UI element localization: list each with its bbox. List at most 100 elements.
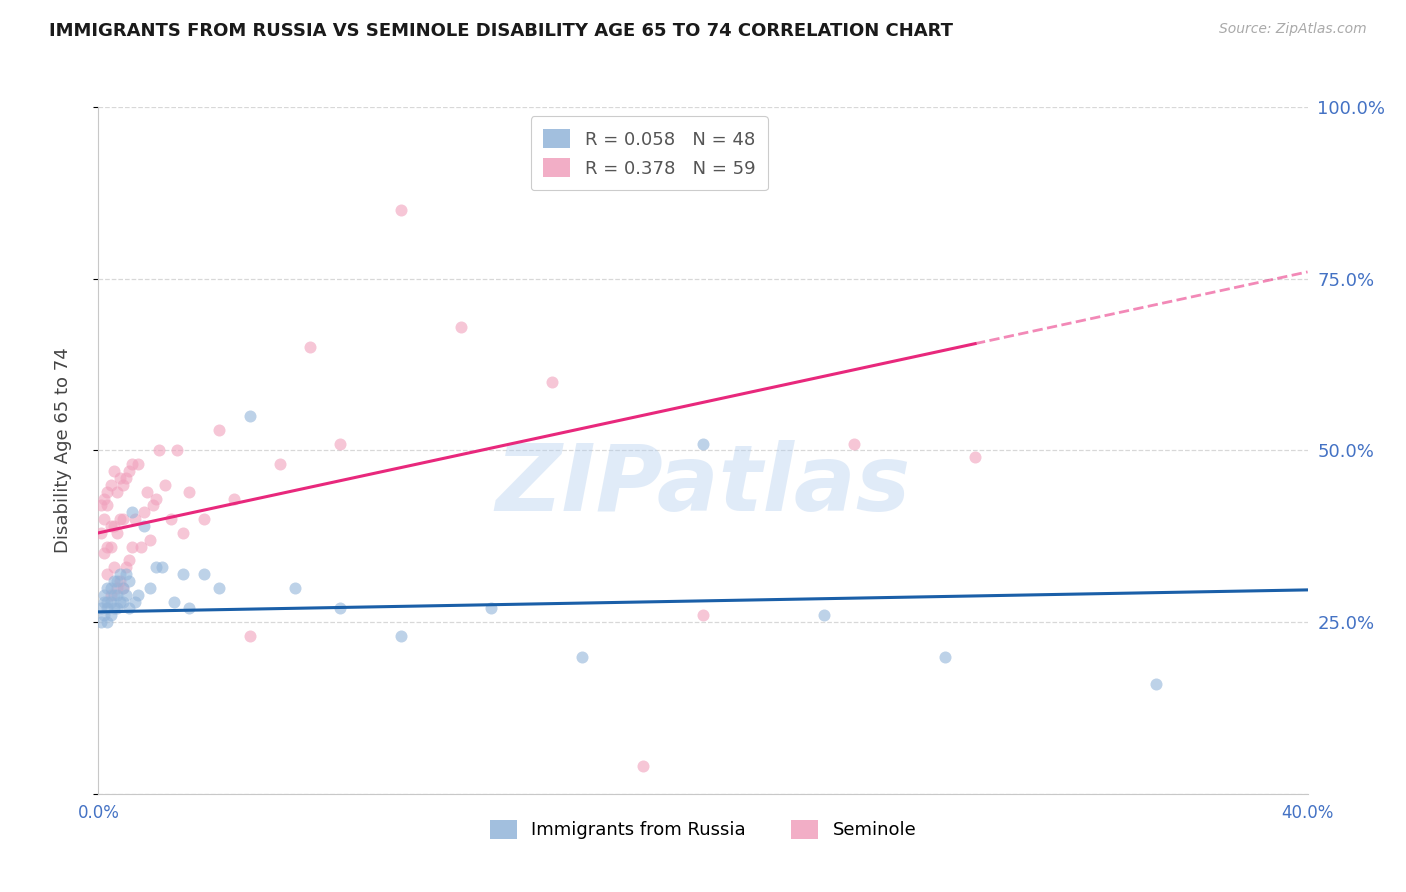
Point (540, 375, 562, 389)
Point (111, 594, 134, 608)
Point (118, 574, 141, 588)
Point (96, 540, 118, 554)
Point (239, 409, 262, 423)
Point (118, 464, 141, 478)
Point (96, 581, 118, 595)
Point (100, 519, 122, 533)
Point (93, 491, 115, 506)
Point (329, 436, 352, 450)
Point (150, 560, 173, 574)
Point (172, 525, 194, 540)
Point (145, 560, 167, 574)
Point (132, 505, 155, 519)
Point (121, 457, 143, 471)
Point (692, 436, 714, 450)
Point (103, 574, 125, 588)
Point (96, 594, 118, 608)
Point (90, 601, 112, 615)
Point (145, 491, 167, 506)
Point (208, 581, 231, 595)
Point (160, 512, 183, 526)
Point (108, 594, 131, 608)
Point (108, 512, 131, 526)
Point (193, 512, 215, 526)
Point (100, 608, 122, 623)
Point (100, 594, 122, 608)
Point (148, 443, 170, 458)
Point (121, 540, 143, 554)
Point (153, 478, 176, 492)
Point (132, 519, 155, 533)
Point (965, 450, 987, 465)
Point (105, 588, 128, 602)
Point (193, 567, 215, 582)
Point (111, 478, 134, 492)
Point (103, 519, 125, 533)
Point (127, 457, 149, 471)
Point (90, 499, 112, 513)
Point (269, 457, 291, 471)
Point (96, 567, 118, 582)
Point (114, 588, 136, 602)
Point (127, 588, 149, 602)
Point (103, 560, 125, 574)
Point (118, 601, 141, 615)
Point (172, 567, 194, 582)
Point (105, 574, 128, 588)
Point (100, 581, 122, 595)
Point (111, 512, 134, 526)
Point (111, 581, 134, 595)
Point (239, 629, 262, 643)
Point (631, 759, 654, 773)
Point (114, 471, 136, 485)
Point (166, 443, 188, 458)
Point (93, 588, 115, 602)
Point (142, 499, 165, 513)
Point (481, 601, 503, 615)
Point (389, 203, 412, 218)
Y-axis label: Disability Age 65 to 74: Disability Age 65 to 74 (53, 348, 72, 553)
Point (208, 423, 231, 437)
Point (103, 464, 125, 478)
Point (105, 601, 128, 615)
Point (114, 567, 136, 582)
Point (108, 574, 131, 588)
Point (100, 540, 122, 554)
Point (96, 499, 118, 513)
Point (93, 546, 115, 561)
Point (135, 484, 157, 499)
Point (90, 615, 112, 630)
Point (93, 594, 115, 608)
Point (108, 471, 131, 485)
Point (329, 601, 352, 615)
Point (103, 601, 125, 615)
Point (96, 484, 118, 499)
Point (844, 436, 866, 450)
Point (121, 505, 143, 519)
Legend: Immigrants from Russia, Seminole: Immigrants from Russia, Seminole (482, 813, 924, 847)
Point (108, 567, 131, 582)
Point (93, 608, 115, 623)
Point (100, 478, 122, 492)
Point (450, 319, 472, 334)
Point (103, 588, 125, 602)
Point (934, 649, 956, 664)
Text: IMMIGRANTS FROM RUSSIA VS SEMINOLE DISABILITY AGE 65 TO 74 CORRELATION CHART: IMMIGRANTS FROM RUSSIA VS SEMINOLE DISAB… (49, 22, 953, 40)
Point (224, 491, 246, 506)
Point (692, 608, 714, 623)
Point (813, 608, 835, 623)
Point (139, 581, 162, 595)
Point (93, 512, 115, 526)
Point (124, 512, 146, 526)
Point (299, 340, 322, 354)
Point (96, 615, 118, 630)
Point (124, 594, 146, 608)
Point (105, 484, 128, 499)
Point (105, 525, 128, 540)
Point (163, 594, 186, 608)
Point (571, 649, 593, 664)
Point (389, 629, 412, 643)
Point (179, 484, 201, 499)
Text: Source: ZipAtlas.com: Source: ZipAtlas.com (1219, 22, 1367, 37)
Point (90, 525, 112, 540)
